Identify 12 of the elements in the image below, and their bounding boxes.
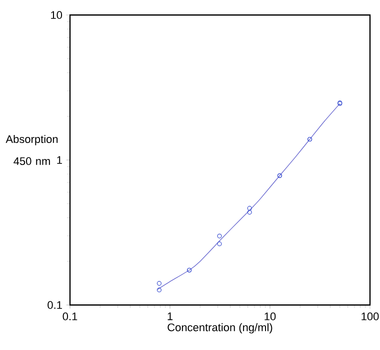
point — [217, 234, 222, 238]
y-tick-label: 0.1 — [48, 301, 62, 309]
y-tick-label: 10 — [51, 11, 62, 19]
point — [247, 206, 252, 211]
point — [156, 281, 162, 286]
x-tick-label: 1 — [168, 312, 173, 320]
x-axis-title: Concentration (ng/ml) — [168, 323, 272, 334]
y-axis-title: Absorption 450 nm — [6, 134, 58, 166]
x-tick-label: 0.1 — [62, 312, 78, 320]
y-tick-label: 1 — [57, 156, 62, 164]
x-tick-label: 10 — [264, 312, 276, 320]
x-tick-label: 100 — [362, 312, 379, 320]
